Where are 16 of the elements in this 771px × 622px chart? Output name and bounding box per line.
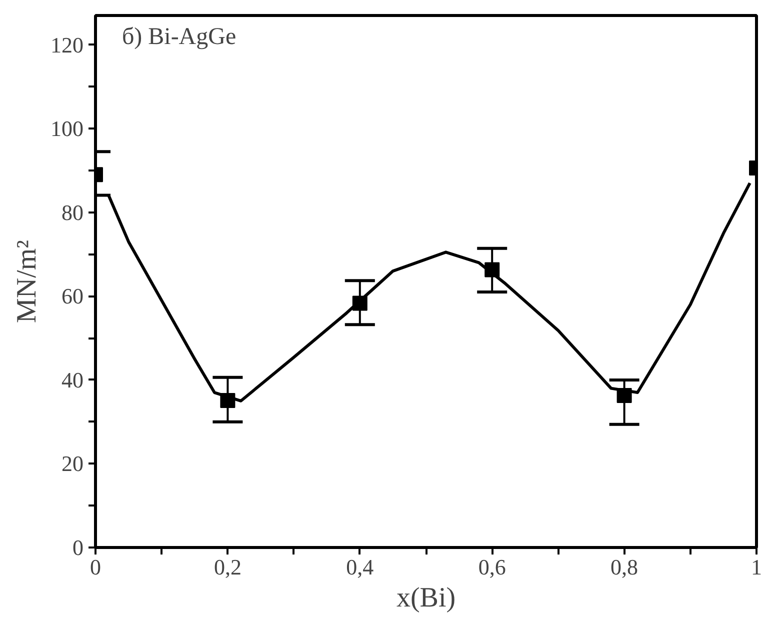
x-axis-title: x(Bi) bbox=[396, 582, 456, 614]
y-tick-label: 40 bbox=[62, 367, 84, 392]
y-tick-label: 0 bbox=[72, 535, 84, 560]
annotation: б) Bi-AgGe bbox=[122, 24, 236, 50]
x-tick-label: 0,8 bbox=[610, 554, 638, 580]
y-tick-label: 20 bbox=[62, 451, 84, 476]
y-tick-label: 100 bbox=[50, 116, 84, 142]
x-tick-label: 0 bbox=[90, 554, 101, 580]
y-tick-label: 120 bbox=[50, 32, 84, 58]
x-tick-label: 0,6 bbox=[478, 554, 506, 580]
x-tick-label: 0,2 bbox=[214, 554, 242, 580]
y-axis-title: MN/m² bbox=[12, 240, 42, 324]
y-tick-label: 60 bbox=[62, 284, 84, 309]
x-tick-label: 0,4 bbox=[346, 554, 374, 580]
x-tick-label: 1 bbox=[751, 554, 762, 580]
y-tick-label: 80 bbox=[62, 200, 84, 225]
